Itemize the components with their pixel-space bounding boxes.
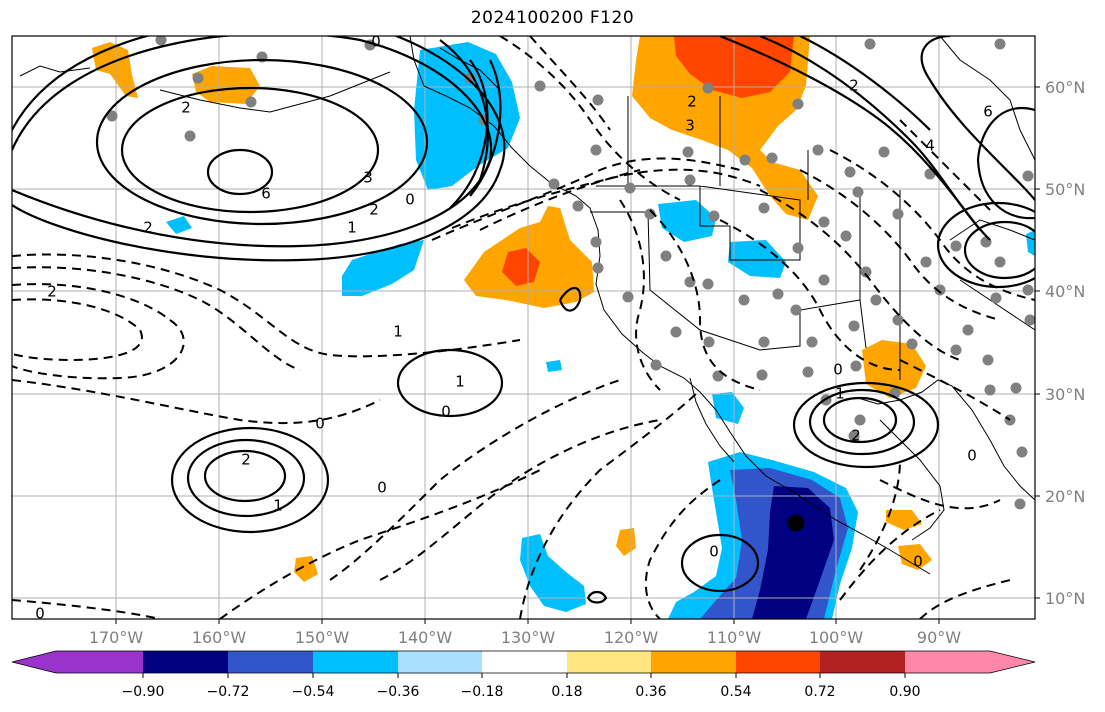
shade-east-negative: [1026, 230, 1035, 256]
colorbar-segment: [143, 651, 229, 673]
contours-positive: [12, 36, 1035, 604]
contour-label: 4: [925, 137, 935, 155]
longitude-labels: 170°W 160°W 150°W 140°W 130°W 120°W 110°…: [89, 628, 961, 647]
shade-sw-negative: [520, 534, 586, 612]
colorbar-tick-label: −0.18: [461, 684, 504, 700]
significance-dots: [106, 36, 1035, 510]
shade-pacific-strong-positive: [502, 248, 540, 286]
lat-tick-label: 30°N: [1045, 385, 1085, 404]
map-background: [12, 36, 1035, 619]
contour-label: 0: [35, 605, 45, 623]
contour-label: 2: [369, 201, 379, 219]
contour-label: 2: [143, 219, 153, 237]
contour-label: 1: [347, 219, 357, 237]
shade-rockies-negative: [658, 200, 716, 242]
contour-label: 0: [405, 191, 415, 209]
colorbar-tick-label: −0.36: [377, 684, 420, 700]
colorbar-segment: [56, 651, 144, 673]
lon-tick-label: 140°W: [398, 628, 453, 647]
colorbar: −0.90 −0.72 −0.54 −0.36 −0.18 0.18 0.36 …: [11, 650, 1036, 700]
contour-label: 2: [241, 451, 251, 469]
lon-tick-label: 170°W: [89, 628, 144, 647]
colorbar-tick-label: −0.90: [122, 684, 165, 700]
map-frame: [11, 35, 1036, 620]
colorbar-segment: [567, 651, 653, 673]
lon-tick-label: 90°W: [917, 628, 961, 647]
colorbar-segment: [651, 651, 737, 673]
contour-labels: 2 6 3 2 1 0 2 0 2 3 2 1 0 1 0 0 0 0 2 1 …: [35, 33, 993, 623]
contour-label: 2: [851, 427, 861, 445]
shade-small-negative-1: [166, 216, 192, 234]
colorbar-tick-label: 0.18: [551, 684, 582, 700]
contour-label: 3: [685, 117, 695, 135]
colorbar-segment: [228, 651, 314, 673]
contour-label: 2: [181, 99, 191, 117]
colorbar-tick-label: 0.54: [720, 684, 751, 700]
contour-label: 6: [261, 185, 271, 203]
colorbar-tick-label: 0.36: [635, 684, 666, 700]
shade-caribbean-positive-1: [886, 510, 922, 530]
colorbar-outline: [11, 650, 1036, 674]
colorbar-segment: [482, 651, 568, 673]
lat-tick-label: 50°N: [1045, 180, 1085, 199]
colorbar-tick-label: −0.54: [292, 684, 335, 700]
shade-mexico-strong-negative: [752, 486, 834, 619]
map-area: 2 6 3 2 1 0 2 0 2 3 2 1 0 1 0 0 0 0 2 1 …: [12, 33, 1035, 623]
latitude-labels: 10°N 20°N 30°N 40°N 50°N 60°N: [1045, 78, 1085, 608]
shade-small-negative-2: [546, 360, 562, 372]
lat-tick-label: 40°N: [1045, 282, 1085, 301]
colorbar-tick-label: 0.90: [889, 684, 920, 700]
contour-label: 6: [983, 103, 993, 121]
colorbar-segment: [736, 651, 822, 673]
contour-label: 0: [913, 553, 923, 571]
colorbar-tick-label: 0.72: [804, 684, 835, 700]
lon-tick-label: 110°W: [707, 628, 762, 647]
lon-tick-label: 150°W: [295, 628, 350, 647]
contour-label: 0: [371, 33, 381, 51]
contour-label: 2: [849, 77, 859, 95]
lon-tick-label: 100°W: [809, 628, 864, 647]
contour-label: 1: [393, 323, 403, 341]
lon-tick-label: 120°W: [604, 628, 659, 647]
colorbar-segment: [820, 651, 906, 673]
contour-label: 1: [455, 373, 465, 391]
contour-label: 1: [273, 497, 283, 515]
contour-label: 1: [835, 385, 845, 403]
shade-plains-negative: [728, 240, 786, 278]
colorbar-segment: [313, 651, 399, 673]
storm-center-marker: [787, 514, 805, 532]
colorbar-extend-high: [990, 651, 1035, 673]
contour-label: 2: [687, 93, 697, 111]
colorbar-tick-label: −0.72: [207, 684, 250, 700]
contour-label: 0: [709, 543, 719, 561]
contour-label: 3: [363, 169, 373, 187]
shade-caribbean-positive-2: [898, 544, 932, 570]
contour-label: 0: [377, 479, 387, 497]
colorbar-segment: [905, 651, 991, 673]
lat-tick-label: 20°N: [1045, 487, 1085, 506]
axis-ticks: [115, 86, 1040, 624]
shade-bering-positive: [192, 66, 260, 104]
shade-eastpac-negative: [342, 240, 424, 296]
contour-label: 0: [833, 361, 843, 379]
lon-tick-label: 130°W: [501, 628, 556, 647]
contours-negative: [12, 36, 1035, 619]
contour-label: 0: [441, 403, 451, 421]
colorbar-segment: [398, 651, 484, 673]
contour-label: 2: [47, 283, 57, 301]
map-title: 2024100200 F120: [470, 8, 635, 28]
coastlines: [19, 36, 1035, 575]
lat-tick-label: 10°N: [1045, 589, 1085, 608]
anomaly-shading: [92, 36, 1035, 619]
lon-tick-label: 160°W: [192, 628, 247, 647]
colorbar-extend-low: [12, 651, 56, 673]
contour-label: 0: [315, 415, 325, 433]
contour-label: 0: [967, 447, 977, 465]
lat-tick-label: 60°N: [1045, 78, 1085, 97]
